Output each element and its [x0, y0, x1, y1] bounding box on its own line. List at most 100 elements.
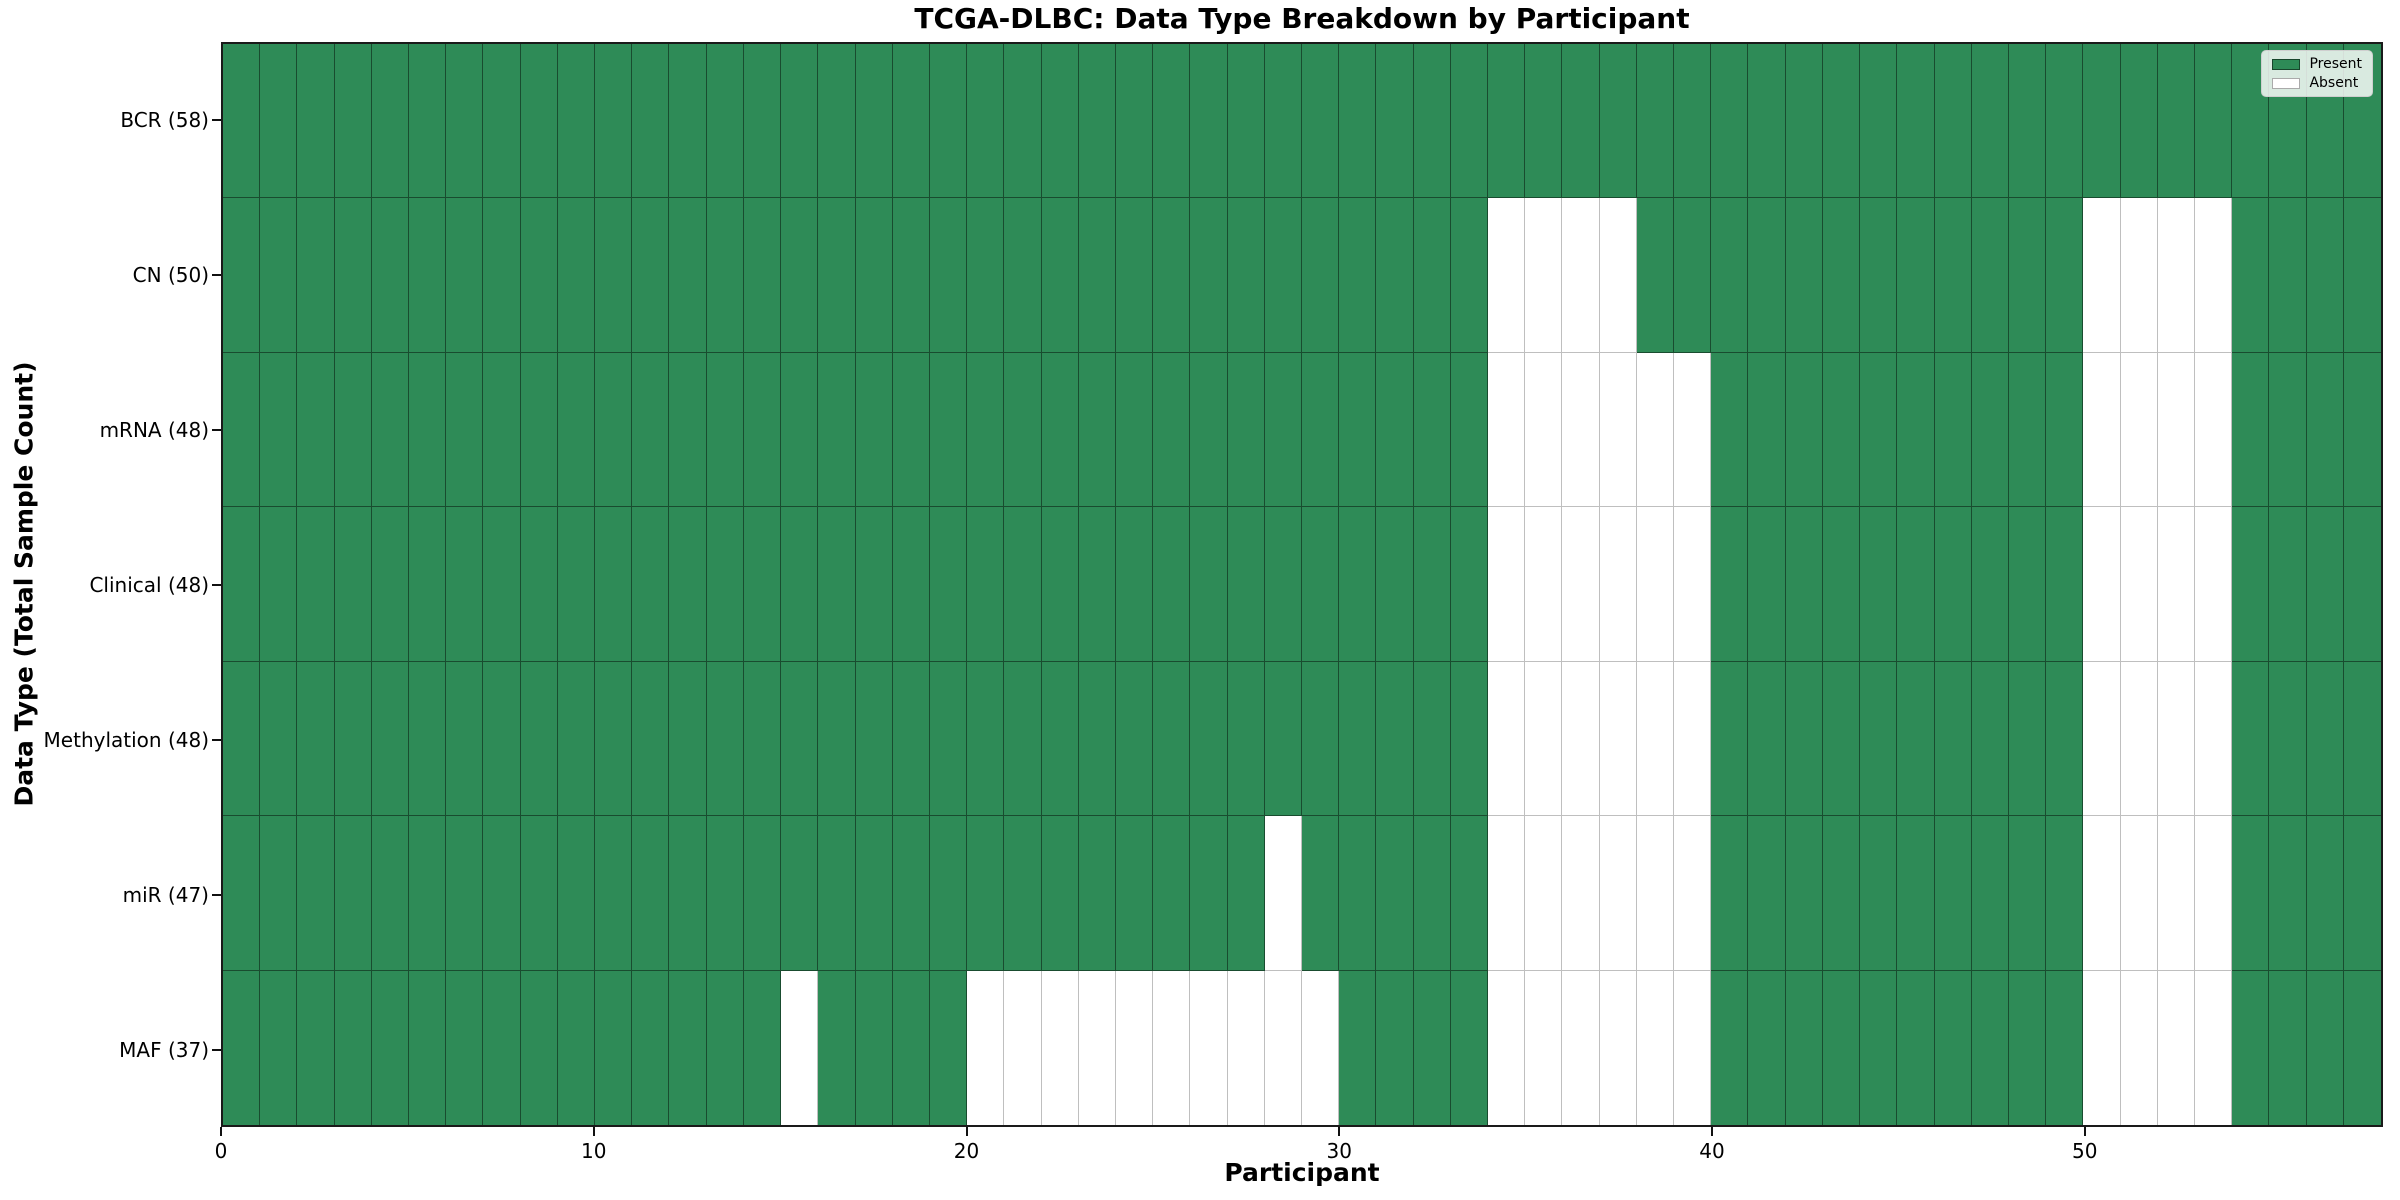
heatmap-cell — [1748, 507, 1786, 662]
heatmap-cell — [1897, 816, 1935, 971]
heatmap-cell — [781, 44, 819, 199]
heatmap-cell — [2083, 661, 2121, 817]
heatmap-cell — [1153, 352, 1191, 508]
heatmap-cell — [446, 44, 484, 199]
heatmap-cell — [1562, 507, 1600, 662]
heatmap-cell — [743, 970, 782, 1125]
heatmap-cell — [1450, 44, 1489, 199]
heatmap-cell — [223, 816, 261, 971]
heatmap-cell — [929, 816, 968, 971]
heatmap-cell — [223, 352, 261, 508]
heatmap-cell — [1860, 507, 1898, 662]
heatmap-cell — [1339, 661, 1377, 817]
heatmap-cell — [1153, 970, 1191, 1125]
y-tick-mark — [212, 428, 221, 431]
heatmap-cell — [2120, 44, 2158, 199]
heatmap-cell — [1711, 44, 1749, 199]
heatmap-cell — [1711, 198, 1749, 353]
heatmap-cell — [1934, 44, 1972, 199]
heatmap-cell — [483, 44, 521, 199]
heatmap-cell — [1004, 198, 1042, 353]
heatmap-cell — [1041, 507, 1079, 662]
heatmap-cell — [1413, 970, 1451, 1125]
heatmap-cell — [1674, 816, 1712, 971]
heatmap-cell — [2008, 970, 2047, 1125]
y-tick-mark — [212, 118, 221, 121]
heatmap-cell — [1227, 198, 1265, 353]
heatmap-cell — [297, 661, 335, 817]
heatmap-cell — [929, 970, 968, 1125]
heatmap-cell — [1897, 661, 1935, 817]
heatmap-cell — [1450, 816, 1489, 971]
heatmap-cell — [1004, 44, 1042, 199]
heatmap-cell — [1897, 970, 1935, 1125]
heatmap-cell — [1376, 970, 1414, 1125]
heatmap-cell — [1115, 352, 1154, 508]
heatmap-cell — [743, 816, 782, 971]
heatmap-cell — [260, 661, 298, 817]
heatmap-cell — [1450, 198, 1489, 353]
heatmap-cell — [1711, 970, 1749, 1125]
heatmap-cell — [892, 661, 930, 817]
heatmap-cell — [1934, 198, 1972, 353]
heatmap-cell — [632, 661, 670, 817]
heatmap-cell — [2194, 198, 2233, 353]
heatmap-cell — [1711, 507, 1749, 662]
heatmap-cell — [967, 507, 1005, 662]
heatmap-cell — [2083, 816, 2121, 971]
heatmap-cell — [929, 44, 968, 199]
heatmap-cell — [1413, 198, 1451, 353]
heatmap-cell — [1674, 198, 1712, 353]
heatmap-cell — [446, 507, 484, 662]
heatmap-cell — [2232, 198, 2270, 353]
heatmap-cell — [371, 661, 410, 817]
heatmap-cell — [334, 507, 372, 662]
heatmap-cell — [1339, 352, 1377, 508]
heatmap-cell — [1190, 198, 1228, 353]
heatmap-cell — [1636, 661, 1675, 817]
y-tick-mark — [212, 273, 221, 276]
heatmap-cell — [1785, 970, 1823, 1125]
heatmap-cell — [1041, 816, 1079, 971]
heatmap-cell — [2232, 970, 2270, 1125]
heatmap-cell — [1488, 198, 1526, 353]
heatmap-cell — [1190, 816, 1228, 971]
heatmap-cell — [892, 970, 930, 1125]
heatmap-cell — [223, 44, 261, 199]
x-tick-label: 50 — [2072, 1139, 2098, 1163]
heatmap-cell — [2269, 507, 2307, 662]
heatmap-cell — [1748, 970, 1786, 1125]
heatmap-cell — [1822, 44, 1861, 199]
heatmap-cell — [967, 816, 1005, 971]
heatmap-cell — [1860, 661, 1898, 817]
heatmap-cell — [1413, 661, 1451, 817]
heatmap-cell — [1041, 970, 1079, 1125]
heatmap-cell — [1636, 198, 1675, 353]
heatmap-cell — [2083, 352, 2121, 508]
heatmap-cell — [1599, 970, 1637, 1125]
heatmap-cell — [1264, 198, 1302, 353]
heatmap-cell — [2157, 661, 2195, 817]
x-tick-mark — [220, 1127, 222, 1136]
heatmap-cell — [371, 352, 410, 508]
x-tick-mark — [1711, 1127, 1714, 1136]
heatmap-cell — [595, 198, 633, 353]
heatmap-cell — [1227, 44, 1265, 199]
heatmap-cell — [1078, 970, 1116, 1125]
heatmap-cell — [483, 507, 521, 662]
heatmap-cell — [706, 44, 744, 199]
heatmap-cell — [557, 816, 596, 971]
heatmap-cell — [706, 661, 744, 817]
heatmap-cell — [706, 507, 744, 662]
legend-swatch-absent-icon — [2272, 77, 2301, 89]
heatmap-cell — [1636, 970, 1675, 1125]
heatmap-cell — [1339, 970, 1377, 1125]
heatmap-cell — [1413, 507, 1451, 662]
heatmap-cell — [1190, 44, 1228, 199]
heatmap-cell — [892, 44, 930, 199]
heatmap-cell — [818, 661, 856, 817]
heatmap-cell — [1748, 198, 1786, 353]
heatmap-cell — [409, 661, 447, 817]
heatmap-cell — [1227, 352, 1265, 508]
heatmap-cell — [1488, 661, 1526, 817]
